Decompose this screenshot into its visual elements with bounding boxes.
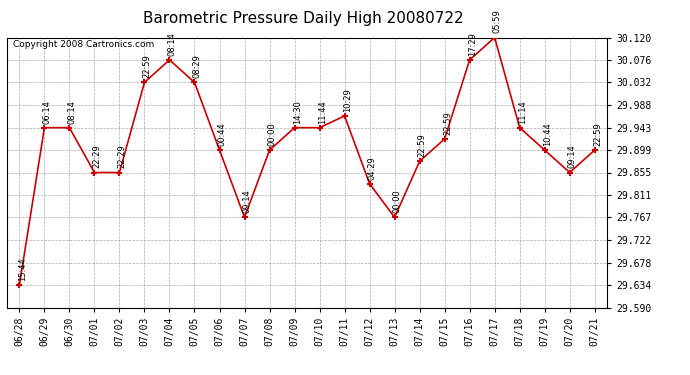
Text: 11:14: 11:14: [518, 100, 527, 123]
Text: 05:59: 05:59: [493, 10, 502, 33]
Text: 22:59: 22:59: [593, 122, 602, 146]
Text: 22:29: 22:29: [118, 145, 127, 168]
Text: 08:14: 08:14: [68, 100, 77, 123]
Text: 22:29: 22:29: [92, 145, 101, 168]
Text: 14:30: 14:30: [293, 100, 302, 123]
Text: 06:14: 06:14: [43, 100, 52, 123]
Text: 22:59: 22:59: [143, 54, 152, 78]
Text: 10:29: 10:29: [343, 88, 352, 112]
Text: 15:44: 15:44: [18, 257, 27, 281]
Text: 00:00: 00:00: [393, 189, 402, 213]
Text: 04:29: 04:29: [368, 156, 377, 180]
Text: Copyright 2008 Cartronics.com: Copyright 2008 Cartronics.com: [13, 40, 154, 49]
Text: 10:44: 10:44: [543, 122, 552, 146]
Text: 22:59: 22:59: [418, 134, 427, 157]
Text: 09:14: 09:14: [243, 189, 252, 213]
Text: 08:29: 08:29: [193, 54, 201, 78]
Text: 00:00: 00:00: [268, 122, 277, 146]
Text: 00:44: 00:44: [218, 122, 227, 146]
Text: 08:14: 08:14: [168, 32, 177, 56]
Text: 22:59: 22:59: [443, 111, 452, 135]
Text: 09:14: 09:14: [568, 145, 577, 168]
Text: Barometric Pressure Daily High 20080722: Barometric Pressure Daily High 20080722: [144, 11, 464, 26]
Text: 11:44: 11:44: [318, 100, 327, 123]
Text: 17:29: 17:29: [468, 32, 477, 56]
